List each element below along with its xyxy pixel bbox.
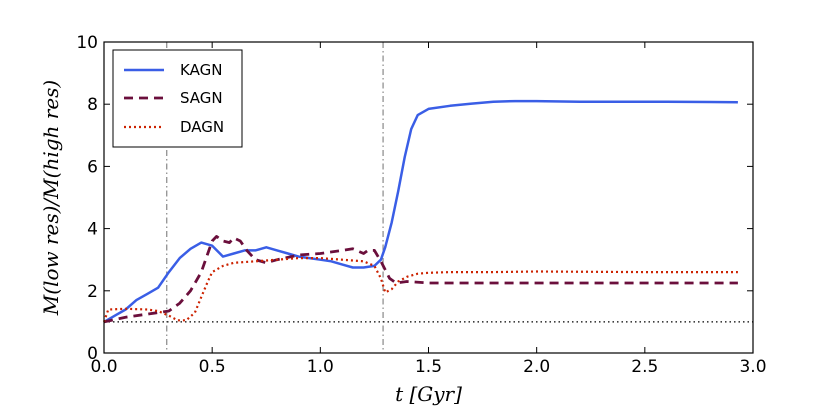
x-axis-label: t [Gyr]: [395, 382, 462, 406]
x-tick-label: 0.0: [90, 357, 117, 377]
x-tick-label: 3.0: [739, 357, 766, 377]
reference-lines: [104, 42, 753, 353]
series-line-kagn: [103, 99, 738, 323]
y-tick-label: 0: [87, 344, 98, 364]
y-tick-label: 6: [87, 157, 98, 177]
axis-ticks: [103, 41, 754, 354]
y-tick-label: 8: [87, 95, 98, 115]
x-tick-label: 1.0: [307, 357, 334, 377]
tick-labels: 0.0 0.5 1.0 1.5 2.0 2.5 3.0 0 2 4 6 8 10: [76, 33, 766, 377]
y-tick-label: 4: [87, 220, 98, 240]
x-tick-label: 0.5: [199, 357, 226, 377]
y-axis-label: M(low res)/M(high res): [39, 80, 63, 316]
legend-box: [112, 49, 243, 148]
x-tick-label: 2.5: [631, 357, 658, 377]
legend-label-kagn: KAGN: [180, 61, 222, 79]
y-tick-label: 10: [76, 33, 98, 53]
legend-label-sagn: SAGN: [180, 89, 223, 107]
x-tick-label: 1.5: [415, 357, 442, 377]
series-group: [102, 99, 738, 324]
x-tick-label: 2.0: [523, 357, 550, 377]
legend: KAGN SAGN DAGN: [112, 49, 243, 148]
series-line-sagn: [103, 234, 738, 324]
legend-label-dagn: DAGN: [180, 118, 224, 136]
y-tick-label: 2: [87, 282, 98, 302]
